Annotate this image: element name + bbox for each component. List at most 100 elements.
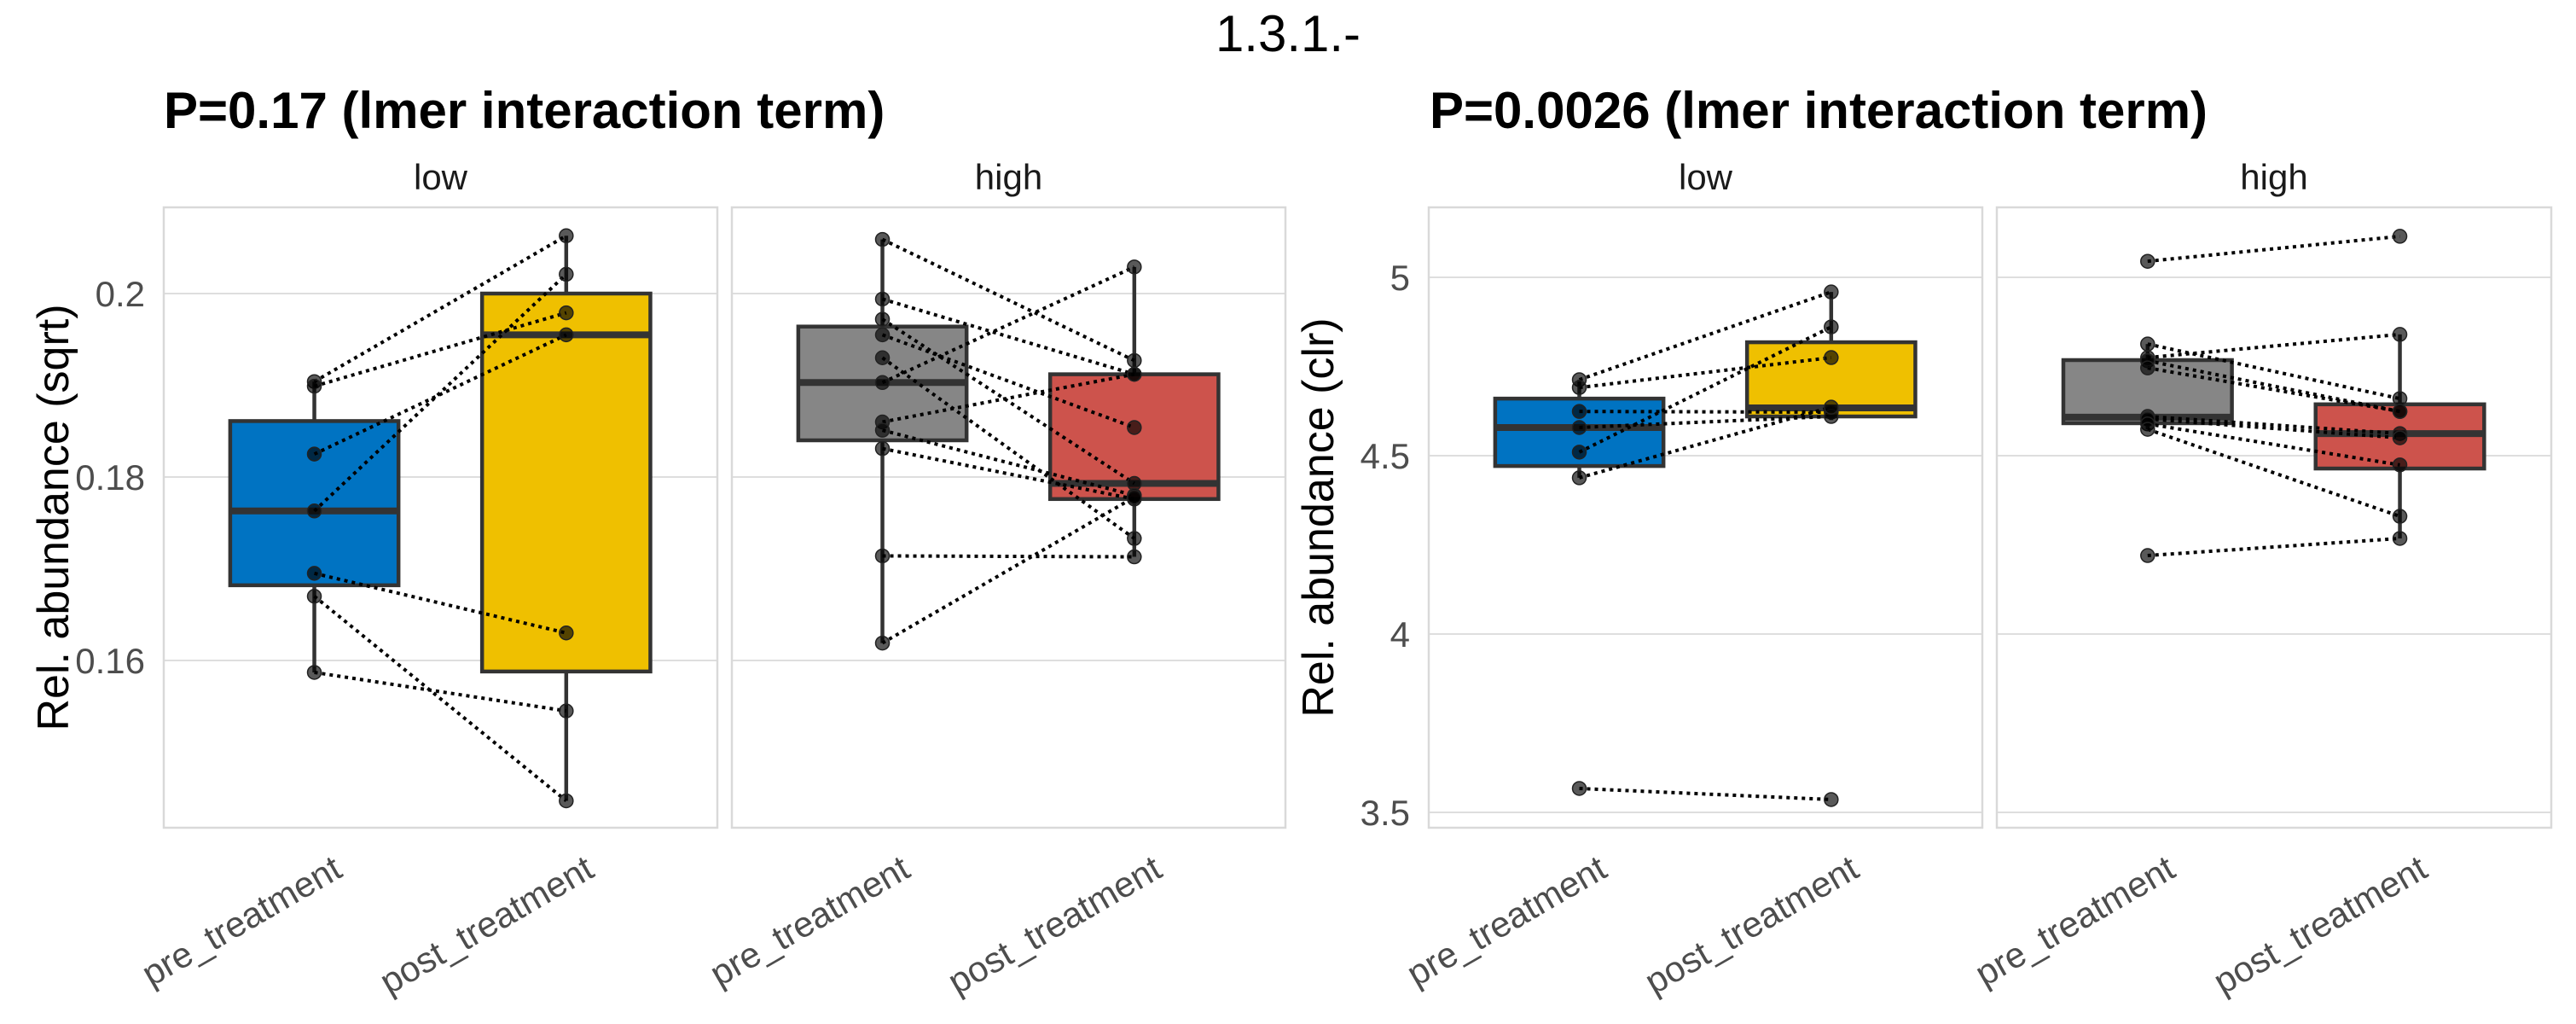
data-point: [1571, 404, 1587, 419]
data-point: [1824, 350, 1839, 365]
paired-line: [313, 595, 568, 803]
data-point: [1127, 259, 1142, 275]
paired-line: [313, 311, 567, 388]
data-point: [2392, 531, 2408, 546]
paired-line: [1578, 405, 1832, 480]
facet-strip-label: high: [975, 157, 1042, 197]
data-point: [306, 446, 322, 462]
paired-line: [1579, 410, 1831, 415]
data-point: [1824, 399, 1839, 415]
facet-low: low pre_treatment post_treatment: [1400, 157, 1984, 1002]
data-point: [559, 703, 574, 719]
x-tick-label: post_treatment: [1638, 847, 1865, 1002]
facet-high: high pre_treatment post_treatment: [703, 157, 1287, 1002]
data-point: [874, 635, 891, 651]
facet-strip-label: low: [414, 157, 468, 197]
data-point: [2392, 404, 2408, 419]
y-axis-label: Rel. abundance (sqrt): [29, 304, 78, 730]
data-point: [1127, 420, 1142, 435]
plot-title: P=0.17 (lmer interaction term): [164, 82, 885, 139]
data-point: [2392, 509, 2408, 524]
data-point: [2140, 360, 2155, 375]
data-point: [1571, 420, 1587, 435]
y-tick-label: 0.18: [75, 457, 145, 497]
plot-title: P=0.0026 (lmer interaction term): [1430, 82, 2208, 139]
paired-line: [881, 265, 1135, 385]
data-point: [306, 566, 322, 581]
y-tick-label: 0.16: [75, 641, 145, 681]
paired-line: [1579, 786, 1831, 801]
data-point: [1127, 352, 1142, 369]
paired-line: [881, 297, 1135, 376]
facet-low: low pre_treatment post_treatment: [135, 157, 719, 1002]
x-tick-label: pre_treatment: [1400, 847, 1613, 994]
figure-title: 1.3.1.-: [1215, 5, 1361, 62]
data-point: [306, 665, 322, 680]
data-point: [559, 266, 574, 282]
paired-line: [314, 670, 567, 713]
y-tick-label: 0.2: [96, 274, 145, 314]
data-point: [2392, 327, 2408, 342]
data-point: [1571, 781, 1587, 796]
panel-border: [162, 206, 719, 829]
paired-line: [1578, 325, 1832, 454]
x-tick-label: pre_treatment: [135, 847, 348, 994]
x-tick-label: post_treatment: [373, 847, 600, 1002]
box-pre_treatment: [228, 381, 401, 672]
paired-line: [881, 237, 1135, 363]
data-point: [1824, 284, 1839, 300]
data-point: [1127, 531, 1142, 546]
data-point: [1127, 366, 1142, 382]
data-point: [559, 625, 574, 641]
paired-line: [313, 234, 567, 383]
data-point: [874, 350, 891, 365]
y-tick-label: 3.5: [1361, 793, 1410, 833]
data-point: [1571, 380, 1587, 395]
data-point: [874, 440, 891, 457]
data-point: [306, 378, 322, 394]
box-post_treatment: [1047, 266, 1221, 557]
paired-line: [2147, 428, 2401, 518]
data-point: [1127, 489, 1142, 505]
paired-line: [2147, 332, 2400, 360]
panel-border: [1995, 206, 2553, 829]
x-tick-label: pre_treatment: [703, 847, 916, 994]
paired-line: [881, 333, 1135, 429]
data-point: [2392, 457, 2408, 473]
data-point: [874, 375, 891, 391]
data-point: [2140, 422, 2155, 437]
data-point: [559, 793, 574, 809]
plot-1: P=0.17 (lmer interaction term) Rel. abund…: [29, 82, 1287, 1002]
paired-line: [2147, 536, 2400, 558]
data-point: [874, 422, 891, 438]
paired-line: [314, 571, 567, 635]
box-post_treatment: [479, 236, 653, 801]
paired-line: [881, 495, 1135, 645]
data-point: [306, 503, 322, 519]
data-point: [874, 327, 891, 343]
data-point: [559, 305, 574, 321]
data-point: [1571, 445, 1587, 460]
box-iqr: [228, 419, 401, 588]
box-iqr: [479, 291, 653, 674]
facet-strip-label: high: [2240, 157, 2307, 197]
y-tick-label: 5: [1390, 258, 1410, 298]
data-point: [559, 327, 574, 343]
facet-strip-label: low: [1679, 157, 1733, 197]
data-point: [2140, 548, 2155, 563]
paired-line: [881, 356, 1135, 540]
data-point: [559, 228, 574, 244]
data-point: [874, 231, 891, 247]
paired-line: [2147, 234, 2400, 264]
data-point: [2392, 229, 2408, 244]
data-point: [1571, 470, 1587, 486]
data-point: [874, 311, 891, 327]
data-point: [2140, 253, 2155, 269]
data-point: [2140, 336, 2155, 352]
data-point: [1127, 549, 1142, 565]
data-point: [2392, 430, 2408, 445]
x-tick-label: pre_treatment: [1968, 847, 2181, 994]
data-point: [1824, 319, 1839, 335]
plot-2: P=0.0026 (lmer interaction term) Rel. abu…: [1294, 82, 2553, 1002]
